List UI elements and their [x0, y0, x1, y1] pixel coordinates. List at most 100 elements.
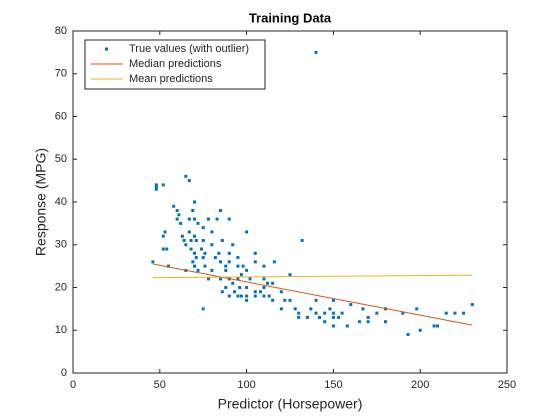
data-point [283, 298, 287, 302]
data-point [253, 260, 257, 264]
data-point [314, 311, 318, 315]
data-point [297, 311, 301, 315]
data-point [337, 315, 341, 319]
data-point [245, 286, 249, 289]
data-point [239, 294, 243, 298]
data-point [203, 251, 207, 255]
data-point [193, 251, 197, 255]
data-point [401, 311, 405, 315]
x-tick-label: 200 [411, 379, 429, 391]
data-point [219, 277, 223, 281]
data-point [227, 260, 231, 264]
y-tick-label: 40 [55, 196, 67, 208]
data-point [288, 273, 292, 277]
data-point [166, 264, 170, 268]
y-tick-label: 60 [55, 110, 67, 122]
data-point [375, 311, 379, 315]
data-point [187, 230, 191, 234]
data-point [224, 264, 228, 268]
data-point [193, 264, 197, 268]
data-point [177, 213, 181, 217]
data-point [323, 311, 327, 315]
data-point [231, 243, 235, 247]
data-point [253, 290, 257, 294]
x-tick-label: 250 [498, 379, 516, 391]
data-point [361, 307, 365, 311]
x-tick-label: 0 [70, 379, 76, 391]
data-point [357, 320, 361, 324]
data-point [224, 268, 228, 272]
data-point [239, 273, 243, 277]
data-point [415, 307, 419, 311]
legend-label: Mean predictions [129, 73, 213, 85]
data-point [297, 315, 301, 319]
data-point [151, 260, 155, 264]
data-point [180, 234, 184, 238]
data-point [262, 277, 266, 281]
data-point [279, 307, 283, 311]
data-point [199, 247, 203, 251]
data-point [187, 217, 191, 221]
data-point [248, 277, 252, 281]
data-point [345, 324, 349, 328]
legend-label: True values (with outlier) [129, 43, 249, 55]
data-point [314, 298, 318, 302]
data-point [189, 238, 193, 242]
data-point [253, 251, 257, 255]
data-point [366, 320, 370, 324]
data-point [314, 50, 318, 54]
data-point [227, 294, 231, 298]
data-point [220, 290, 224, 294]
x-tick-label: 100 [237, 379, 255, 391]
data-point [201, 226, 205, 230]
data-point [184, 174, 188, 178]
data-point [194, 238, 198, 242]
data-point [196, 268, 200, 272]
data-point [182, 238, 186, 242]
data-point [462, 311, 466, 315]
y-tick-label: 20 [55, 281, 67, 293]
data-point [305, 315, 309, 319]
data-point [217, 251, 221, 255]
y-tick-label: 50 [55, 153, 67, 165]
prediction-line [152, 263, 473, 326]
legend-box [84, 39, 266, 90]
data-point [189, 247, 193, 251]
data-point [418, 328, 422, 332]
data-point [161, 247, 165, 251]
y-tick-label: 70 [55, 68, 67, 80]
data-point [340, 311, 344, 315]
y-tick-label: 0 [61, 367, 67, 379]
data-point [187, 179, 191, 183]
x-tick-label: 150 [324, 379, 342, 391]
data-point [245, 294, 249, 298]
data-point [436, 324, 440, 328]
data-point [279, 290, 283, 294]
data-point [236, 277, 240, 281]
data-point [236, 256, 240, 260]
data-point [179, 221, 183, 225]
data-point [219, 209, 223, 213]
data-point [191, 209, 195, 213]
data-point [161, 234, 165, 238]
prediction-line [152, 274, 473, 279]
data-point [196, 221, 200, 225]
data-point [318, 315, 322, 319]
data-point [206, 277, 210, 281]
data-point [220, 238, 224, 242]
data-point [213, 256, 217, 260]
data-point [215, 217, 219, 221]
data-point [245, 230, 249, 234]
data-point [272, 260, 276, 264]
data-point [154, 187, 158, 191]
data-point [383, 320, 387, 324]
data-point [184, 243, 188, 247]
y-tick-label: 80 [55, 25, 67, 37]
data-point [300, 238, 304, 242]
data-point [331, 311, 335, 315]
data-point [245, 298, 249, 302]
data-point [201, 238, 205, 242]
data-point [262, 264, 266, 268]
data-point [323, 320, 327, 324]
